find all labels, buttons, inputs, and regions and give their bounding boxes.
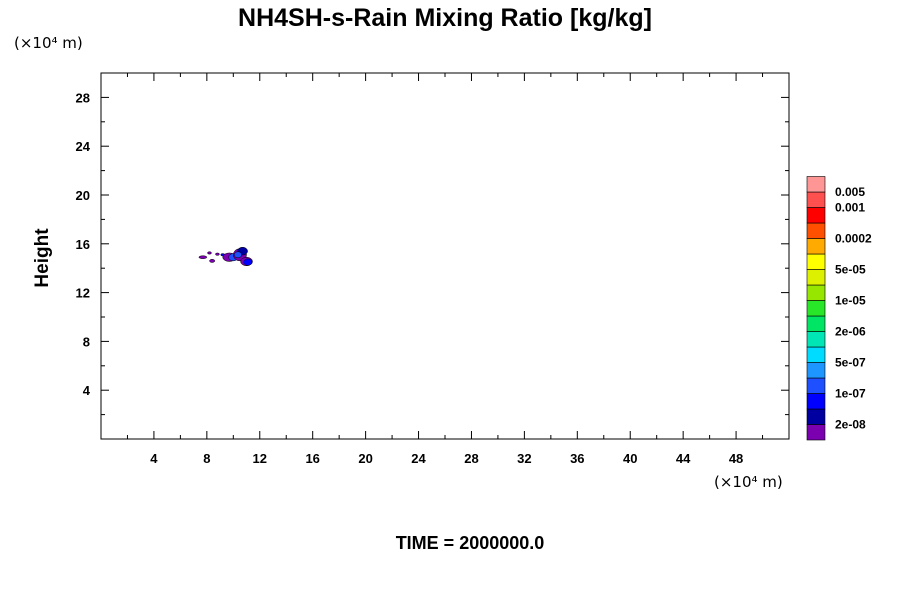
colorbar-swatch <box>806 300 826 317</box>
colorbar-swatch <box>806 331 826 348</box>
colorbar-label: 2e-06 <box>835 325 866 339</box>
x-unit-label: (×10⁴ m) <box>714 473 783 491</box>
time-label: TIME = 2000000.0 <box>396 533 545 553</box>
colorbar-label: 0.0002 <box>835 232 872 246</box>
x-tick-label: 32 <box>517 451 531 466</box>
contour-region-1 <box>207 251 212 255</box>
y-tick-label: 24 <box>76 139 91 154</box>
colorbar-label: 0.005 <box>835 185 865 199</box>
x-tick-label: 20 <box>358 451 372 466</box>
colorbar-swatch <box>806 284 826 301</box>
colorbar-swatch <box>806 176 826 193</box>
colorbar-swatch <box>806 393 826 410</box>
y-unit-label: (×10⁴ m) <box>14 34 83 52</box>
colorbar-swatch <box>806 377 826 394</box>
x-tick-label: 40 <box>623 451 637 466</box>
x-tick-label: 12 <box>253 451 267 466</box>
x-tick-label: 44 <box>676 451 691 466</box>
colorbar-swatch <box>806 408 826 425</box>
colorbar-label: 0.001 <box>835 201 865 215</box>
colorbar-swatch <box>806 222 826 239</box>
y-tick-label: 16 <box>76 237 90 252</box>
colorbar-swatch <box>806 238 826 255</box>
colorbar-swatch <box>806 424 826 441</box>
colorbar-swatch <box>806 346 826 363</box>
contour-region-3 <box>215 252 220 256</box>
y-tick-label: 12 <box>76 286 90 301</box>
colorbar-swatch <box>806 315 826 332</box>
colorbar-label: 5e-05 <box>835 263 866 277</box>
colorbar-swatch <box>806 253 826 270</box>
y-tick-label: 4 <box>83 383 91 398</box>
colorbar-swatch <box>806 207 826 224</box>
colorbar-label: 2e-08 <box>835 418 866 432</box>
chart-title: NH4SH-s-Rain Mixing Ratio [kg/kg] <box>238 4 652 32</box>
x-tick-label: 24 <box>411 451 426 466</box>
colorbar-swatch <box>806 191 826 208</box>
x-tick-label: 28 <box>464 451 478 466</box>
colorbar: 2e-08 1e-07 5e-07 2e-06 1e-05 5e-05 0.0002 0.00… <box>806 176 872 441</box>
x-tick-label: 4 <box>150 451 158 466</box>
x-tick-label: 36 <box>570 451 584 466</box>
y-axis-label: Height <box>32 228 53 288</box>
contour-region-11 <box>233 251 242 259</box>
x-tick-label: 8 <box>203 451 210 466</box>
contour-regions <box>198 246 253 267</box>
contour-region-0 <box>198 255 208 259</box>
colorbar-swatch <box>806 269 826 286</box>
y-tick-label: 8 <box>83 334 90 349</box>
colorbar-swatch <box>806 362 826 379</box>
contour-region-10 <box>243 258 253 266</box>
colorbar-label: 1e-05 <box>835 294 866 308</box>
x-tick-label: 16 <box>305 451 319 466</box>
plot-frame <box>100 72 790 440</box>
x-tick-label: 48 <box>729 451 743 466</box>
y-tick-label: 20 <box>76 188 90 203</box>
colorbar-label: 1e-07 <box>835 387 866 401</box>
colorbar-label: 5e-07 <box>835 356 866 370</box>
contour-region-2 <box>209 259 216 263</box>
y-tick-label: 28 <box>76 90 90 105</box>
